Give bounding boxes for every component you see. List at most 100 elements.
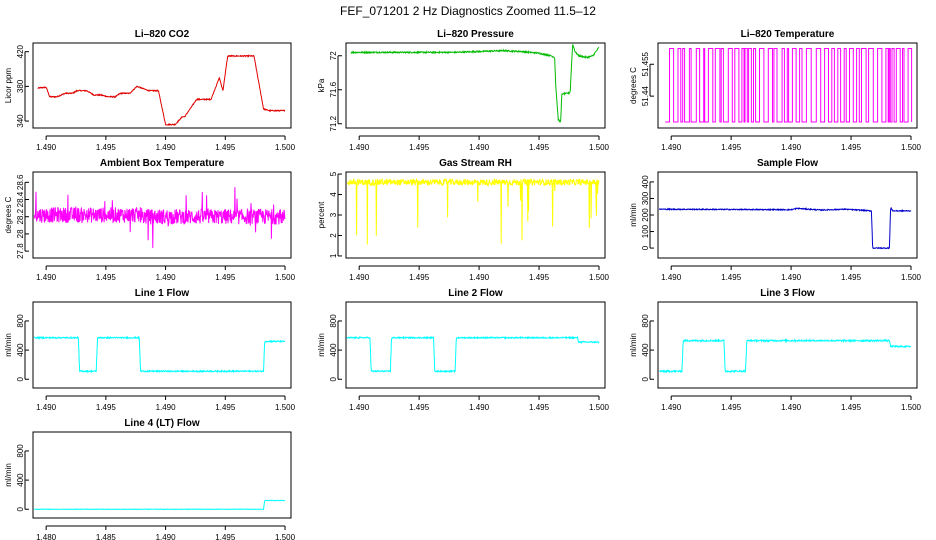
plot-frame: [32, 301, 292, 389]
x-tick-label: 1.500: [275, 143, 296, 152]
x-tick-label: 1.490: [349, 403, 370, 412]
y-tick-label: 28.4: [16, 191, 25, 207]
panel-4: Ambient Box Temperature degrees C 1.490 1.4…: [4, 158, 296, 282]
x-tick-label: 1.500: [589, 403, 610, 412]
x-tick-label: 1.500: [901, 143, 922, 152]
y-tick-label: 27.8: [16, 243, 25, 259]
y-axis-label: ml/min: [317, 333, 326, 357]
series-line: [34, 499, 285, 511]
x-tick-label: 1.495: [841, 143, 862, 152]
x-tick-label: 1.500: [589, 143, 610, 152]
x-tick-label: 1.490: [349, 273, 370, 282]
series-line: [346, 335, 600, 374]
x-tick-label: 1.495: [721, 143, 742, 152]
y-tick-label: 0: [329, 376, 338, 381]
x-tick-label: 1.495: [215, 533, 236, 540]
y-tick-label: 420: [16, 44, 25, 58]
x-tick-label: 1.495: [841, 273, 862, 282]
panel-title: Line 3 Flow: [760, 288, 815, 299]
series-line: [346, 177, 600, 245]
y-tick-label: 4: [329, 192, 338, 197]
series-line: [37, 54, 286, 127]
x-tick-label: 1.490: [781, 403, 802, 412]
y-tick-label: 28.2: [16, 208, 25, 224]
x-tick-label: 1.490: [469, 273, 490, 282]
y-tick-label: 200: [641, 208, 650, 222]
y-tick-label: 3: [329, 212, 338, 217]
x-tick-label: 1.490: [781, 143, 802, 152]
x-tick-label: 1.490: [156, 143, 177, 152]
y-tick-label: 400: [16, 343, 25, 357]
x-tick-label: 1.490: [469, 143, 490, 152]
panel-5: Gas Stream RH percent 1.490 1.495 1.490 1.495…: [317, 158, 610, 282]
x-tick-label: 1.490: [36, 403, 57, 412]
y-tick-label: 800: [641, 314, 650, 328]
y-tick-label: 800: [16, 314, 25, 328]
x-tick-label: 1.490: [661, 143, 682, 152]
y-tick-label: 71.6: [329, 81, 338, 97]
y-tick-label: 28.6: [16, 174, 25, 190]
x-tick-label: 1.500: [275, 533, 296, 540]
series-line: [350, 44, 600, 123]
y-axis-label: kPa: [317, 78, 326, 92]
x-tick-label: 1.495: [529, 143, 550, 152]
panel-title: Ambient Box Temperature: [100, 158, 225, 169]
y-tick-label: 5: [329, 171, 338, 176]
y-tick-label: 400: [641, 343, 650, 357]
y-tick-label: 400: [641, 175, 650, 189]
plot-frame: [32, 171, 292, 259]
plot-frame: [657, 301, 918, 389]
series-line: [33, 335, 286, 374]
panel-1: Li–820 CO2 Licor ppm 1.490 1.495 1.490 1.495 1…: [4, 29, 296, 152]
plot-frame: [657, 171, 918, 259]
series-line: [33, 187, 286, 249]
x-tick-label: 1.495: [96, 273, 117, 282]
y-tick-label: 1: [329, 253, 338, 258]
x-tick-label: 1.495: [721, 273, 742, 282]
panel-title: Li–820 CO2: [135, 29, 190, 40]
y-tick-label: 0: [16, 376, 25, 381]
x-tick-label: 1.500: [275, 403, 296, 412]
x-tick-label: 1.485: [96, 533, 117, 540]
panel-title: Sample Flow: [757, 158, 818, 169]
x-tick-label: 1.500: [901, 403, 922, 412]
y-tick-label: 71.2: [329, 115, 338, 131]
x-tick-label: 1.480: [36, 533, 57, 540]
y-axis-label: percent: [317, 201, 326, 228]
panel-title: Line 2 Flow: [448, 288, 503, 299]
x-tick-label: 1.490: [156, 403, 177, 412]
y-tick-label: 380: [16, 79, 25, 93]
plot-frame: [345, 171, 606, 259]
plot-frame: [345, 301, 606, 389]
x-tick-label: 1.495: [841, 403, 862, 412]
panel-title: Gas Stream RH: [439, 158, 512, 169]
y-tick-label: 340: [16, 114, 25, 128]
x-tick-label: 1.495: [529, 273, 550, 282]
series-line: [659, 337, 912, 374]
x-tick-label: 1.490: [469, 403, 490, 412]
panel-title: Li–820 Temperature: [741, 29, 835, 40]
x-tick-label: 1.500: [275, 273, 296, 282]
y-axis-label: degrees C: [629, 67, 638, 104]
x-tick-label: 1.495: [215, 143, 236, 152]
panel-8: Line 2 Flow ml/min 1.490 1.495 1.490 1.495 1.5…: [317, 288, 610, 412]
x-tick-label: 1.495: [96, 403, 117, 412]
x-tick-label: 1.490: [156, 533, 177, 540]
x-tick-label: 1.490: [781, 273, 802, 282]
y-axis-label: ml/min: [4, 463, 13, 487]
y-tick-label: 2: [329, 233, 338, 238]
y-axis-label: ml/min: [4, 333, 13, 357]
page-title: FEF_071201 2 Hz Diagnostics Zoomed 11.5–…: [340, 4, 596, 18]
panel-title: Line 4 (LT) Flow: [124, 418, 200, 429]
y-axis-label: ml/min: [629, 203, 638, 227]
y-axis-label: degrees C: [4, 196, 13, 233]
panel-9: Line 3 Flow ml/min 1.490 1.495 1.490 1.495 1.5…: [629, 288, 922, 412]
plot-frame: [345, 42, 606, 129]
series-line: [665, 48, 913, 123]
x-tick-label: 1.495: [529, 403, 550, 412]
y-axis-label: Licor ppm: [4, 68, 13, 103]
y-tick-label: 400: [329, 343, 338, 357]
x-tick-label: 1.500: [589, 273, 610, 282]
x-tick-label: 1.490: [36, 273, 57, 282]
